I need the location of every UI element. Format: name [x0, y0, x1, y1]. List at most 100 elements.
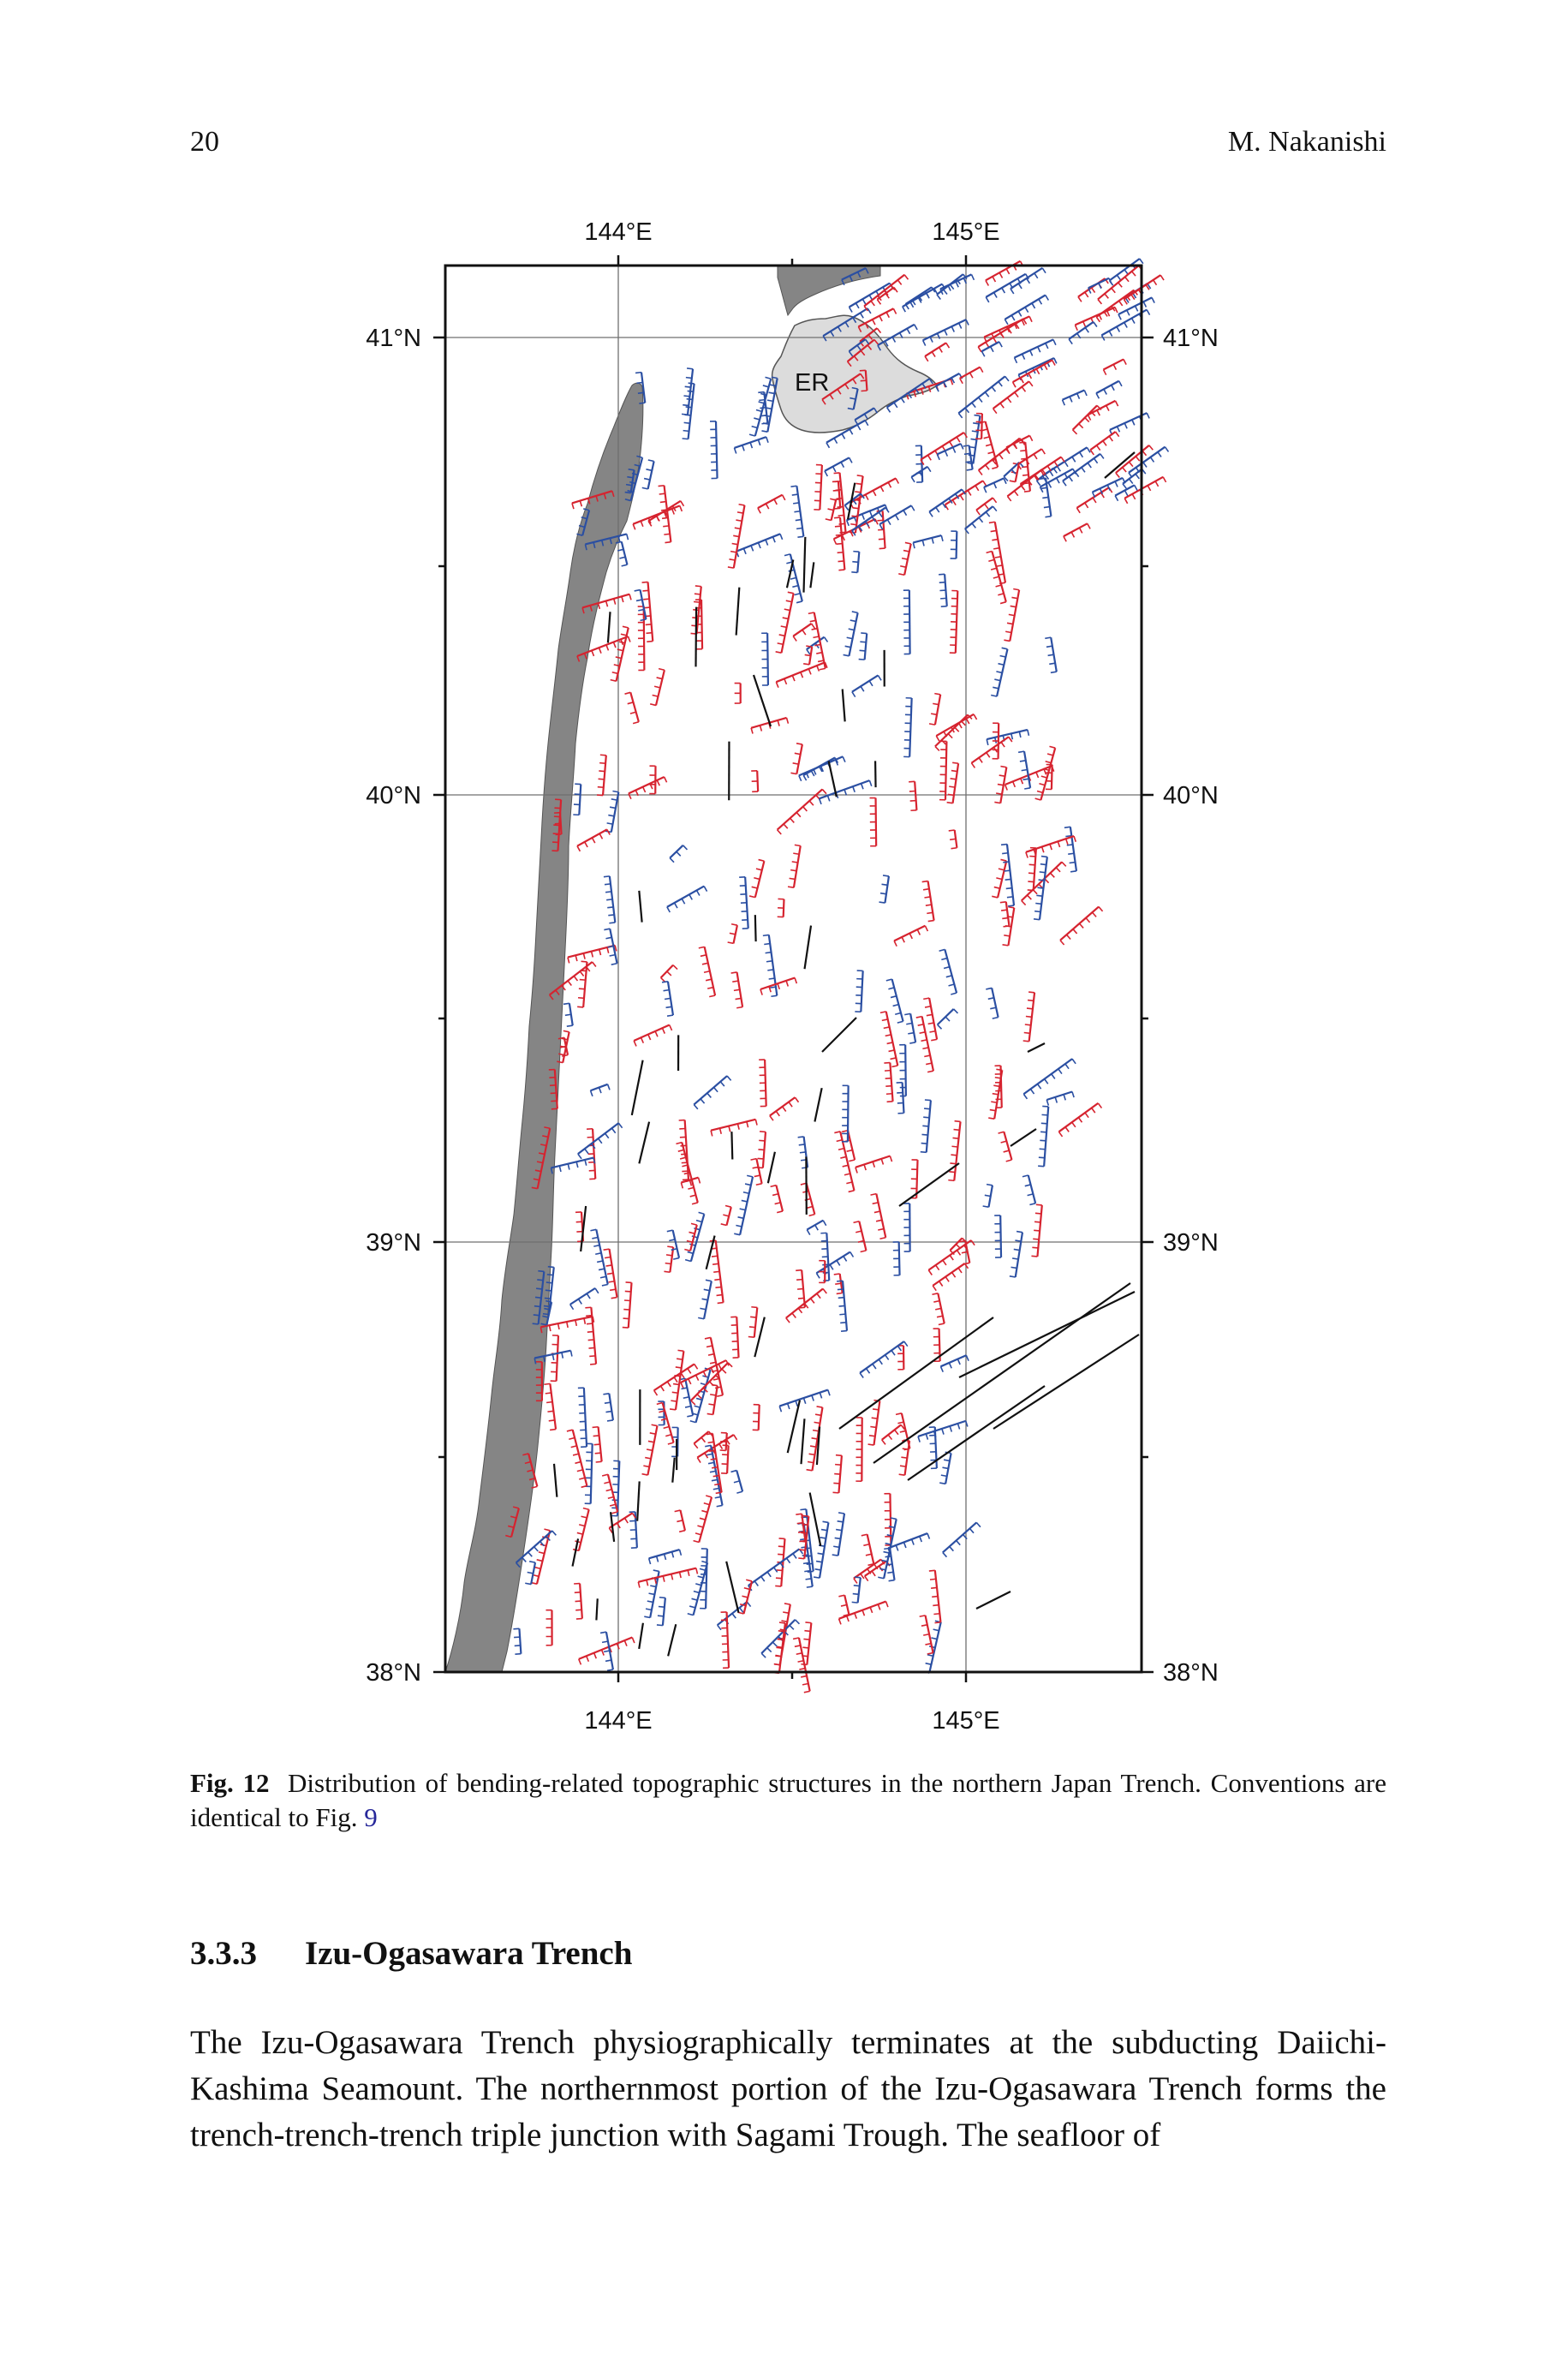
fault-hachure [910, 505, 915, 511]
fault-hachure [721, 1368, 727, 1374]
fault-hachure [621, 596, 624, 603]
fault-hachure [627, 636, 631, 642]
fault-hachure [801, 1532, 808, 1534]
caption-figure-link[interactable]: 9 [364, 1802, 378, 1832]
fault-hachure [590, 1228, 597, 1232]
fault-line [776, 788, 823, 831]
fault-hachure [764, 942, 771, 946]
fault-line [863, 633, 868, 660]
fault-line [860, 971, 864, 1012]
fault-hachure [921, 540, 925, 546]
fault-hachure [542, 1312, 549, 1316]
fault-hachure [717, 1624, 722, 1631]
fault-line [914, 781, 918, 810]
fault-hachure [863, 413, 868, 420]
fault-hachure [933, 288, 939, 295]
lineament [705, 1235, 716, 1269]
fault-hachure [951, 499, 957, 506]
fault-hachure [705, 1279, 712, 1282]
fault-hachure [925, 1662, 932, 1665]
fault-hachure [543, 1305, 550, 1308]
fault-hachure [885, 1034, 891, 1037]
fault-hachure [784, 608, 790, 612]
fault-hachure [809, 1445, 817, 1448]
fault-hachure [821, 398, 826, 405]
fault-hachure [714, 1278, 721, 1281]
fault-hachure [705, 1444, 712, 1448]
fault-hachure [626, 534, 629, 540]
fault-hachure [892, 308, 897, 314]
fault-hachure [839, 1313, 846, 1316]
fault-line [818, 1522, 830, 1579]
fault-hachure [1008, 613, 1015, 617]
fault-hachure [663, 988, 670, 992]
fault-hachure [834, 1131, 841, 1134]
fault-hachure [575, 1162, 579, 1168]
fault-hachure [893, 286, 898, 293]
fault-line [821, 373, 862, 401]
fault-hachure [1039, 1148, 1046, 1150]
fault-hachure [1040, 1122, 1047, 1125]
fault-hachure [757, 507, 761, 514]
fault-hachure [877, 344, 882, 351]
fault-hachure [778, 1553, 784, 1556]
fault-hachure [658, 667, 665, 672]
fault-hachure [796, 527, 803, 530]
fault-hachure [851, 386, 858, 390]
fault-hachure [959, 378, 963, 385]
fault-hachure [617, 548, 624, 552]
fault-hachure [647, 520, 653, 527]
fault-hachure [1013, 1248, 1020, 1251]
fault-hachure [985, 279, 990, 286]
fault-line [889, 1548, 896, 1580]
fault-hachure [855, 491, 862, 493]
fault-hachure [724, 1204, 732, 1208]
fault-hachure [950, 379, 954, 385]
fault-line [629, 469, 635, 493]
fault-hachure [790, 869, 797, 872]
fault-hachure [687, 1569, 690, 1576]
fault-hachure [1111, 306, 1116, 312]
fault-hachure [533, 1314, 540, 1317]
lineament [580, 1205, 587, 1252]
fault-hachure [1003, 1150, 1010, 1153]
fault-hachure [652, 694, 659, 697]
fault-line [806, 1622, 813, 1665]
fault-hachure [851, 529, 856, 536]
fault-hachure [894, 514, 899, 521]
fault-line [866, 1534, 875, 1565]
fault-hachure [1061, 861, 1067, 867]
fault-hachure [964, 1420, 969, 1427]
fault-hachure [542, 1315, 549, 1318]
fault-hachure [841, 535, 846, 541]
fault-hachure [676, 851, 682, 857]
fault-hachure [833, 517, 841, 519]
fault-hachure [786, 561, 793, 564]
fault-hachure [1032, 1246, 1039, 1249]
fault-hachure [559, 1045, 567, 1048]
fault-line [620, 541, 629, 565]
fault-hachure [727, 566, 734, 569]
fault-hachure [640, 618, 647, 622]
fault-line [885, 1011, 899, 1066]
fault-hachure [734, 527, 741, 530]
fault-hachure [669, 857, 675, 863]
fault-hachure [1098, 283, 1102, 290]
fault-hachure [979, 367, 984, 373]
fault-hachure [955, 281, 959, 288]
fault-hachure [727, 941, 734, 945]
fault-hachure [717, 1394, 724, 1397]
fault-hachure [941, 739, 947, 745]
fault-hachure [1037, 346, 1041, 353]
fault-hachure [879, 901, 885, 904]
fault-line [585, 533, 628, 546]
fault-hachure [993, 292, 998, 298]
fault-hachure [846, 361, 852, 367]
fault-line [944, 949, 958, 994]
fault-hachure [956, 1539, 961, 1546]
fault-hachure [987, 451, 994, 455]
fault-hachure [750, 545, 754, 552]
fault-hachure [860, 1573, 865, 1580]
fault-hachure [736, 511, 744, 514]
fault-line [674, 1351, 685, 1411]
